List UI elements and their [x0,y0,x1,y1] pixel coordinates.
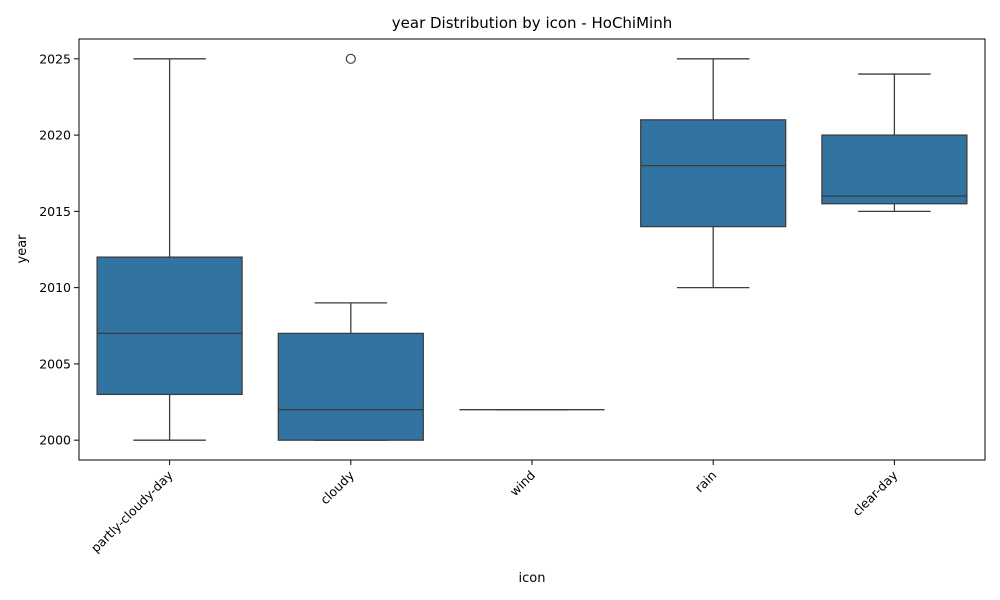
y-axis-label: year [15,234,30,264]
x-tick-label: wind [507,468,539,500]
iqr-box [640,119,787,228]
chart-title: year Distribution by icon - HoChiMinh [392,14,672,32]
y-tick-label: 2015 [39,204,71,219]
box-partly-cloudy-day [96,58,243,441]
iqr-box [277,332,424,441]
x-tick-label: cloudy [317,467,357,507]
box-rain [640,58,787,289]
y-tick-label: 2000 [39,433,71,448]
y-axis: 2000 2005 2010 2015 2020 2025 [39,51,79,448]
y-tick-label: 2005 [39,356,71,371]
x-tick-label: partly-cloudy-day [88,467,176,555]
y-tick-label: 2020 [39,128,71,143]
x-axis: partly-cloudy-day cloudy wind rain clear-day [88,460,901,555]
y-tick-label: 2010 [39,280,71,295]
x-tick-label: rain [692,468,720,496]
y-tick-label: 2025 [39,51,71,66]
iqr-box [821,134,968,205]
x-axis-label: icon [519,571,546,586]
plot-frame [78,38,986,461]
box-cloudy [277,53,424,441]
plot-area [96,53,968,441]
outlier-point [345,53,356,64]
x-tick-label: clear-day [849,467,901,519]
box-clear-day [821,73,968,213]
iqr-box [96,256,243,396]
